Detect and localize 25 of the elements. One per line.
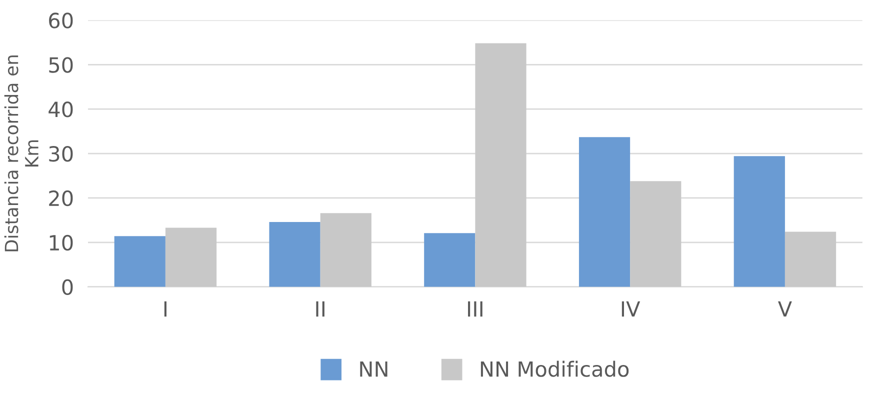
x-tick-label: III xyxy=(468,301,482,317)
y-tick-label: 40 xyxy=(48,102,73,118)
bar xyxy=(784,232,836,287)
y-tick-label: 10 xyxy=(50,234,73,251)
bar xyxy=(424,233,476,287)
bar xyxy=(320,213,372,287)
legend-label: NN Modificado xyxy=(480,360,629,377)
x-tick-label: I xyxy=(164,301,166,317)
bar xyxy=(165,228,217,287)
bar xyxy=(114,236,166,287)
bar xyxy=(630,181,682,287)
legend-label: NN xyxy=(360,361,388,377)
bar xyxy=(269,222,320,287)
y-tick-label: 50 xyxy=(49,57,73,73)
bar xyxy=(475,43,526,287)
y-tick-label: 60 xyxy=(49,12,73,28)
y-tick-label: 0 xyxy=(62,279,73,296)
x-tick-label: II xyxy=(316,301,324,317)
y-tick-label: 20 xyxy=(49,190,73,206)
y-axis-title: Distancia recorrida en Km xyxy=(4,55,38,252)
y-tick-label: 30 xyxy=(49,146,73,162)
x-tick-label: V xyxy=(778,301,792,317)
bar xyxy=(734,156,785,287)
x-tick-label: IV xyxy=(622,301,640,317)
bar xyxy=(578,137,630,287)
